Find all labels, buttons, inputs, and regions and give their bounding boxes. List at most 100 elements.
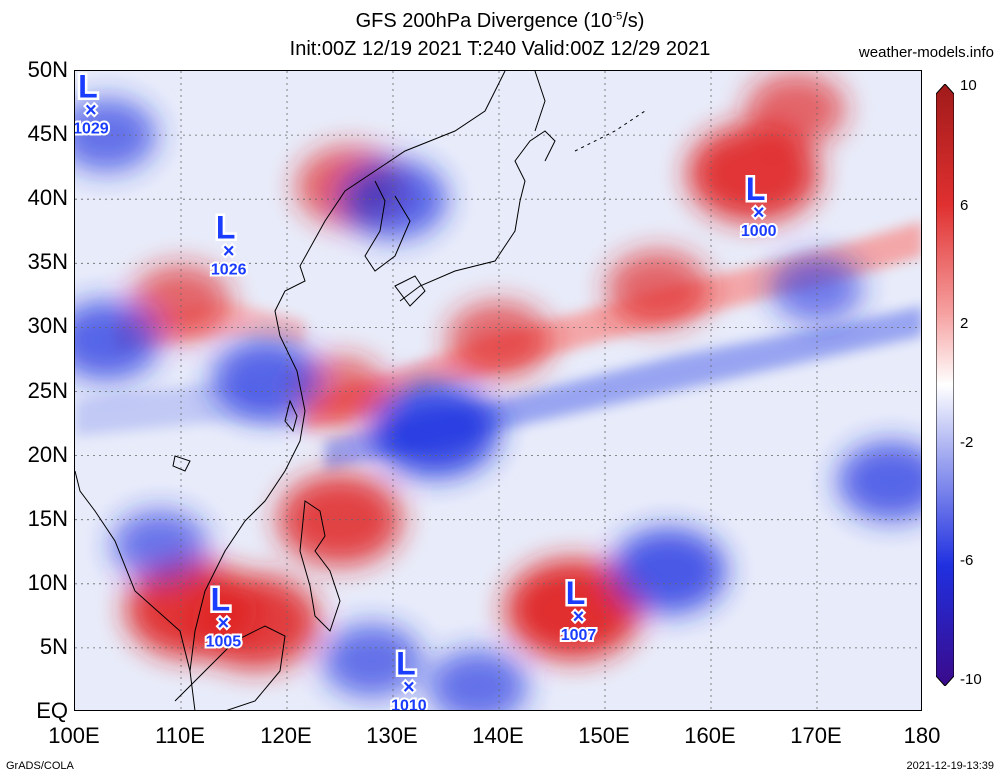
map-gridlines (75, 71, 921, 710)
divergence-min-16 (610, 527, 727, 614)
coast-philippines (299, 500, 341, 632)
pressure-lows: LL××10291029LL××10261026LL××10001000LL××… (75, 71, 779, 711)
lon-label: 100E (48, 723, 100, 748)
low-center-halo: × (573, 606, 585, 628)
site-label: weather-models.info (858, 44, 994, 61)
coast-kuriles (574, 110, 646, 152)
colorbar (936, 84, 954, 686)
lon-label: 140E (472, 723, 524, 748)
divergence-min-20 (111, 509, 208, 581)
lon-label: 160E (684, 723, 736, 748)
lat-label: EQ (36, 698, 68, 723)
divergence-max-10 (745, 72, 846, 147)
low-symbol: L (78, 71, 98, 104)
lat-label: 10N (27, 569, 68, 595)
coast-taiwan (284, 399, 298, 433)
low-pressure-halo: 1029 (75, 120, 109, 137)
lat-label: 50N (27, 57, 68, 82)
divergence-min-19 (427, 649, 528, 710)
low-symbol-halo: L (746, 171, 766, 207)
lat-label: 45N (27, 121, 68, 147)
divergence-max-4 (687, 124, 820, 223)
coast-borneo (174, 625, 286, 710)
divergence-min-15 (75, 98, 157, 173)
divergence-min-13 (75, 300, 161, 381)
low-center-marker: × (403, 676, 415, 698)
low-symbol-halo: L (396, 645, 416, 681)
divergence-max-6 (606, 250, 710, 328)
low-symbol-halo: L (78, 71, 98, 104)
divergence-map: L L × × 1029 1029 L L × × 1026 1026 L L × × 1000 1000 L L × ×… (74, 70, 922, 711)
colorbar-label: -2 (960, 434, 974, 451)
low-symbol: L (746, 171, 766, 207)
low-pressure-label: 1000 (741, 223, 777, 240)
colorbar-gradient (936, 84, 954, 686)
low-center-halo: × (403, 676, 415, 698)
low-symbol: L (566, 575, 586, 611)
low-symbol: L (216, 209, 236, 245)
low-pressure-label: 1005 (206, 633, 242, 650)
low-pressure-halo: 1007 (561, 627, 597, 644)
low-center-marker: × (573, 606, 585, 628)
low-pressure-label: 1029 (75, 120, 109, 137)
lat-label: 30N (27, 313, 68, 339)
coastlines (75, 71, 646, 710)
low-pressure-halo: 1000 (741, 223, 777, 240)
low-pressure-label: 1010 (391, 697, 427, 711)
divergence-max-3 (505, 558, 642, 660)
low-center-marker: × (218, 612, 230, 634)
lat-label: 20N (27, 441, 68, 467)
low-symbol-halo: L (211, 581, 231, 617)
low-center-halo: × (753, 202, 765, 224)
timestamp-label: 2021-12-19-13:39 (906, 760, 994, 772)
lon-label: 150E (578, 723, 630, 748)
low-pressure-label: 1007 (561, 627, 597, 644)
credit-label: GrADS/COLA (6, 760, 74, 772)
colorbar-label: 10 (960, 77, 977, 94)
low-pressure-label: 1026 (211, 261, 247, 278)
divergence-max-8 (131, 264, 231, 339)
lon-label: 170E (790, 723, 842, 748)
low-symbol: L (211, 581, 231, 617)
coast-indochina (75, 470, 196, 710)
positive-band (305, 221, 921, 431)
low-center-marker: × (223, 240, 235, 262)
map-title-line2: Init:00Z 12/19 2021 T:240 Valid:00Z 12/2… (289, 38, 711, 60)
coast-japan-kyushu (394, 275, 426, 307)
low-pressure-halo: 1026 (211, 261, 247, 278)
low-pressure-halo: 1005 (206, 633, 242, 650)
map-canvas: LL××10291029LL××10261026LL××10001000LL××… (75, 71, 921, 711)
low-symbol: L (396, 645, 416, 681)
coast-hainan (172, 455, 191, 472)
colorbar-label: 6 (960, 197, 969, 214)
coast-korea (364, 180, 411, 272)
coast-china-mainland (189, 71, 506, 672)
low-symbol-halo: L (216, 209, 236, 245)
coast-sakhalin (534, 71, 546, 132)
lon-label: 120E (260, 723, 312, 748)
lon-label: 110E (155, 723, 205, 748)
low-symbol-halo: L (566, 575, 586, 611)
low-center-halo: × (223, 240, 235, 262)
lat-label: 40N (27, 185, 68, 211)
lat-label: 5N (39, 633, 68, 659)
lon-label: 180 (903, 723, 941, 748)
divergence-max-1 (191, 574, 320, 670)
divergence-min-11 (371, 382, 500, 478)
low-center-marker: × (753, 202, 765, 224)
divergence-min-12 (211, 338, 320, 419)
field-features (75, 72, 921, 710)
lat-label: 25N (27, 377, 68, 403)
colorbar-label: 2 (960, 315, 969, 332)
colorbar-label: -10 (960, 671, 982, 688)
map-title-line1: GFS 200hPa Divergence (10-5/s) (355, 10, 645, 32)
colorbar-label: -6 (960, 552, 974, 569)
lat-label: 35N (27, 249, 68, 275)
low-center-halo: × (218, 612, 230, 634)
